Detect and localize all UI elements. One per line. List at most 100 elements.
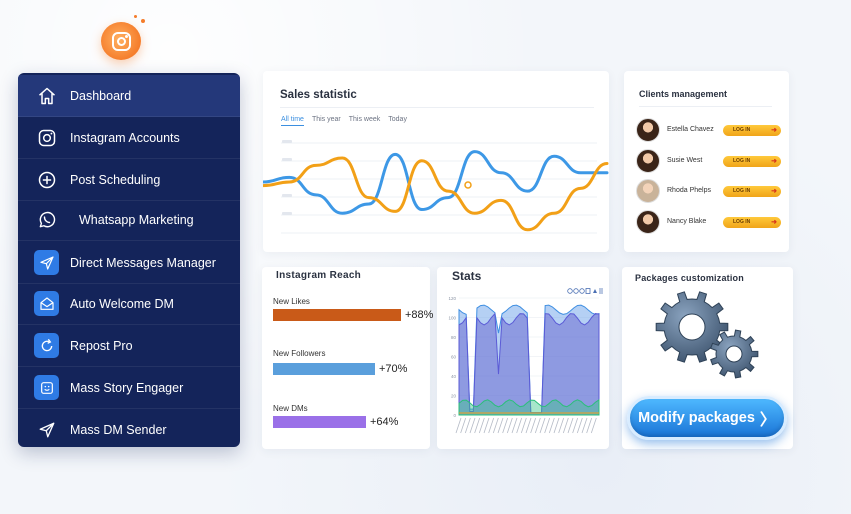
avatar <box>636 149 660 173</box>
sales-statistic-card: Sales statistic All time This year This … <box>263 71 609 252</box>
clients-title: Clients management <box>639 89 728 99</box>
reach-bar-followers <box>273 363 375 375</box>
gears-icon <box>655 291 759 379</box>
y-tick-label: 20 <box>451 394 457 399</box>
reach-bar-likes <box>273 309 401 321</box>
sidebar-item-repost-pro[interactable]: Repost Pro <box>18 325 240 367</box>
sidebar-item-whatsapp-marketing[interactable]: Whatsapp Marketing <box>18 199 240 241</box>
reach-value: +64% <box>370 416 399 428</box>
sidebar-item-label: Direct Messages Manager <box>70 255 216 270</box>
x-tick-label <box>474 417 481 434</box>
sales-series-line <box>263 156 609 232</box>
sidebar-item-label: Mass Story Engager <box>70 380 184 395</box>
client-row: Estella Chavez LOG IN <box>636 118 786 144</box>
y-tick-label: 120 <box>448 296 456 301</box>
avatar <box>636 210 660 234</box>
y-tick-label: 60 <box>451 355 457 360</box>
modify-packages-button[interactable]: Modify packages 〉 <box>627 396 787 440</box>
x-tick-label <box>530 417 537 434</box>
x-tick-label <box>520 417 527 434</box>
login-button[interactable]: LOG IN <box>723 125 781 136</box>
x-tick-label <box>502 417 509 434</box>
sales-title: Sales statistic <box>280 89 357 101</box>
tab-this-week[interactable]: This week <box>348 116 381 123</box>
stats-area-chart: 120 100 80 60 40 20 0 <box>448 288 603 434</box>
client-row: Rhoda Phelps LOG IN <box>636 179 786 205</box>
x-tick-label <box>506 417 513 434</box>
login-button[interactable]: LOG IN <box>723 156 781 167</box>
client-name: Estella Chavez <box>667 126 714 133</box>
envelope-icon <box>34 291 59 316</box>
sidebar-item-label: Whatsapp Marketing <box>79 212 194 227</box>
stats-title: Stats <box>452 269 482 283</box>
smile-icon <box>34 375 59 400</box>
sidebar: Dashboard Instagram Accounts Post Schedu… <box>18 73 240 447</box>
x-tick-label <box>460 417 467 434</box>
x-tick-label <box>469 417 476 434</box>
login-button[interactable]: LOG IN <box>723 217 781 228</box>
packages-title: Packages customization <box>635 273 744 283</box>
sidebar-item-dashboard[interactable]: Dashboard <box>18 75 240 117</box>
reach-label: New Likes <box>273 297 310 306</box>
reach-bar-dms <box>273 416 366 428</box>
sidebar-item-label: Post Scheduling <box>70 172 161 187</box>
sidebar-item-mass-story-engager[interactable]: Mass Story Engager <box>18 367 240 409</box>
reach-label: New DMs <box>273 404 308 413</box>
instagram-reach-card: Instagram Reach New Likes +88% New Follo… <box>262 267 433 449</box>
x-tick-label <box>497 417 504 434</box>
y-tick-label <box>282 158 292 161</box>
x-tick-label <box>548 417 555 434</box>
y-tick-label: 40 <box>451 374 457 379</box>
x-tick-label <box>534 417 541 434</box>
sales-line-chart <box>263 140 609 234</box>
chart-toolbar-icons[interactable] <box>567 288 603 294</box>
sidebar-item-label: Auto Welcome DM <box>70 296 174 311</box>
sidebar-item-direct-messages-manager[interactable]: Direct Messages Manager <box>18 242 240 284</box>
x-tick-label <box>581 417 588 434</box>
send-icon <box>34 250 59 275</box>
refresh-icon <box>34 333 59 358</box>
tab-today[interactable]: Today <box>388 116 407 123</box>
x-tick-label <box>572 417 579 434</box>
stats-card: Stats 120 100 80 60 40 20 0 <box>437 267 609 449</box>
x-tick-label <box>553 417 560 434</box>
sidebar-item-label: Instagram Accounts <box>70 130 180 145</box>
instagram-icon <box>34 125 59 150</box>
x-tick-label <box>488 417 495 434</box>
home-icon <box>34 83 59 108</box>
y-tick-label <box>282 194 292 197</box>
plus-circle-icon <box>34 167 59 192</box>
client-name: Nancy Blake <box>667 218 707 225</box>
y-tick-label: 0 <box>453 413 456 418</box>
x-tick-label <box>562 417 569 434</box>
instagram-logo-icon <box>112 32 131 51</box>
y-tick-label: 100 <box>448 316 456 321</box>
packages-customization-card: Packages customization Modify packages 〉 <box>622 267 793 449</box>
x-tick-label <box>516 417 523 434</box>
sidebar-item-auto-welcome-dm[interactable]: Auto Welcome DM <box>18 283 240 325</box>
x-tick-label <box>511 417 518 434</box>
x-tick-label <box>492 417 499 434</box>
y-tick-label <box>282 212 292 215</box>
chevron-right-icon: 〉 <box>759 412 776 429</box>
avatar <box>636 179 660 203</box>
chart-point-marker <box>464 181 472 189</box>
login-button[interactable]: LOG IN <box>723 186 781 197</box>
modify-packages-label: Modify packages <box>638 410 755 426</box>
y-tick-label <box>282 140 292 143</box>
sidebar-item-label: Mass DM Sender <box>70 423 167 437</box>
sidebar-item-label: Dashboard <box>70 88 132 103</box>
x-tick-label <box>567 417 574 434</box>
tab-all-time[interactable]: All time <box>281 116 304 126</box>
sidebar-item-post-scheduling[interactable]: Post Scheduling <box>18 159 240 201</box>
x-tick-label <box>525 417 532 434</box>
sidebar-item-label: Repost Pro <box>70 338 133 353</box>
x-tick-label <box>558 417 565 434</box>
x-tick-label <box>586 417 593 434</box>
tab-this-year[interactable]: This year <box>311 116 341 123</box>
client-name: Rhoda Phelps <box>667 187 711 194</box>
sidebar-item-mass-dm-sender[interactable]: Mass DM Sender <box>18 409 240 447</box>
sidebar-item-instagram-accounts[interactable]: Instagram Accounts <box>18 117 240 159</box>
app-logo <box>101 15 145 60</box>
client-name: Susie West <box>667 157 703 164</box>
